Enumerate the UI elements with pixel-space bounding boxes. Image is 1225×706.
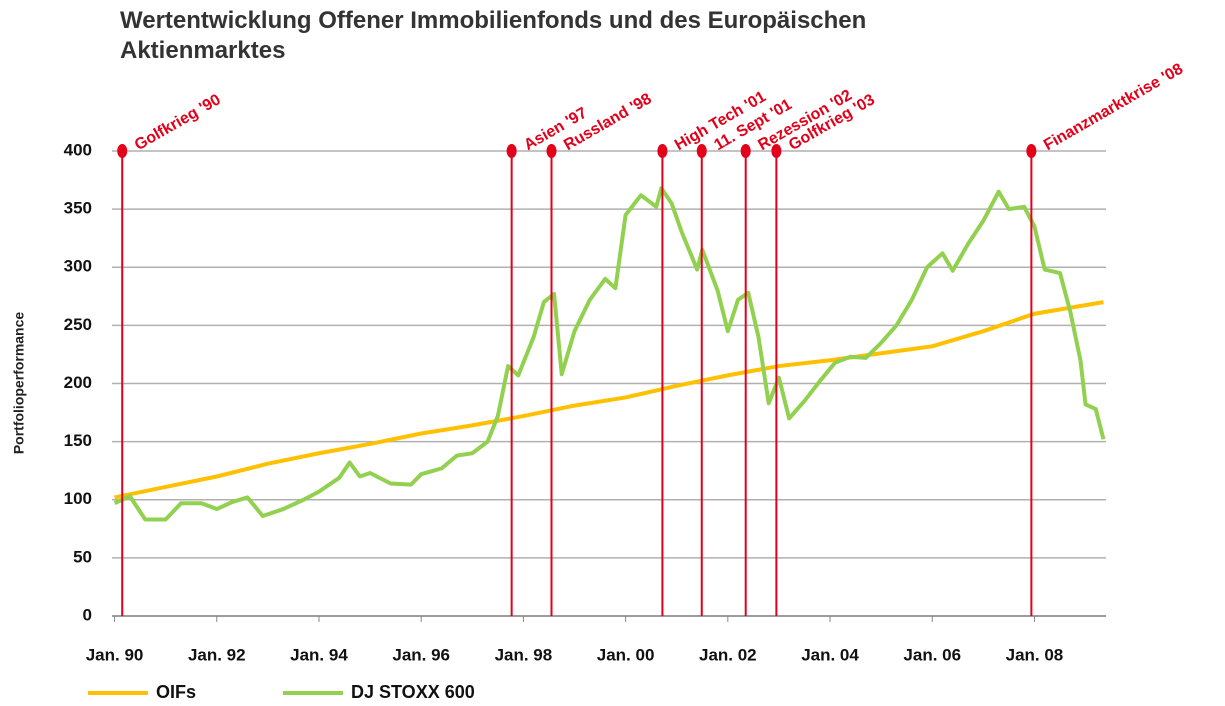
event-label: Finanzmarktkrise '08	[1041, 61, 1186, 155]
chart-title: Wertentwicklung Offener Immobilienfonds …	[120, 7, 867, 64]
event-dot	[740, 144, 751, 158]
x-tick-label: Jan. 02	[699, 645, 757, 664]
legend-label: DJ STOXX 600	[351, 682, 475, 702]
x-tick-label: Jan. 94	[290, 645, 348, 664]
y-tick-label: 250	[64, 315, 92, 334]
x-tick-label: Jan. 98	[495, 645, 553, 664]
event-dot	[506, 144, 517, 158]
event-dot	[546, 144, 557, 158]
x-tick-label: Jan. 00	[597, 645, 655, 664]
x-tick-label: Jan. 04	[801, 645, 859, 664]
event-dot	[117, 144, 128, 158]
y-tick-label: 400	[64, 140, 92, 159]
y-axis-label: Portfolioperformance	[11, 312, 27, 455]
x-tick-label: Jan. 96	[392, 645, 450, 664]
y-tick-label: 50	[73, 547, 92, 566]
y-tick-label: 150	[64, 431, 92, 450]
x-tick-label: Jan. 06	[903, 645, 961, 664]
event-dot	[771, 144, 782, 158]
event-dot	[696, 144, 707, 158]
y-tick-label: 100	[64, 489, 92, 508]
x-tick-label: Jan. 90	[86, 645, 144, 664]
event-dot	[1026, 144, 1037, 158]
event-label: Golfkrieg '90	[132, 91, 224, 154]
y-tick-label: 300	[64, 257, 92, 276]
x-tick-label: Jan. 92	[188, 645, 246, 664]
event-dot	[657, 144, 668, 158]
legend-label: OIFs	[156, 682, 196, 702]
y-tick-label: 0	[83, 605, 92, 624]
y-tick-label: 350	[64, 199, 92, 218]
x-tick-label: Jan. 08	[1006, 645, 1064, 664]
series-line	[113, 186, 1106, 522]
y-tick-label: 200	[64, 373, 92, 392]
series-line	[114, 300, 1104, 500]
